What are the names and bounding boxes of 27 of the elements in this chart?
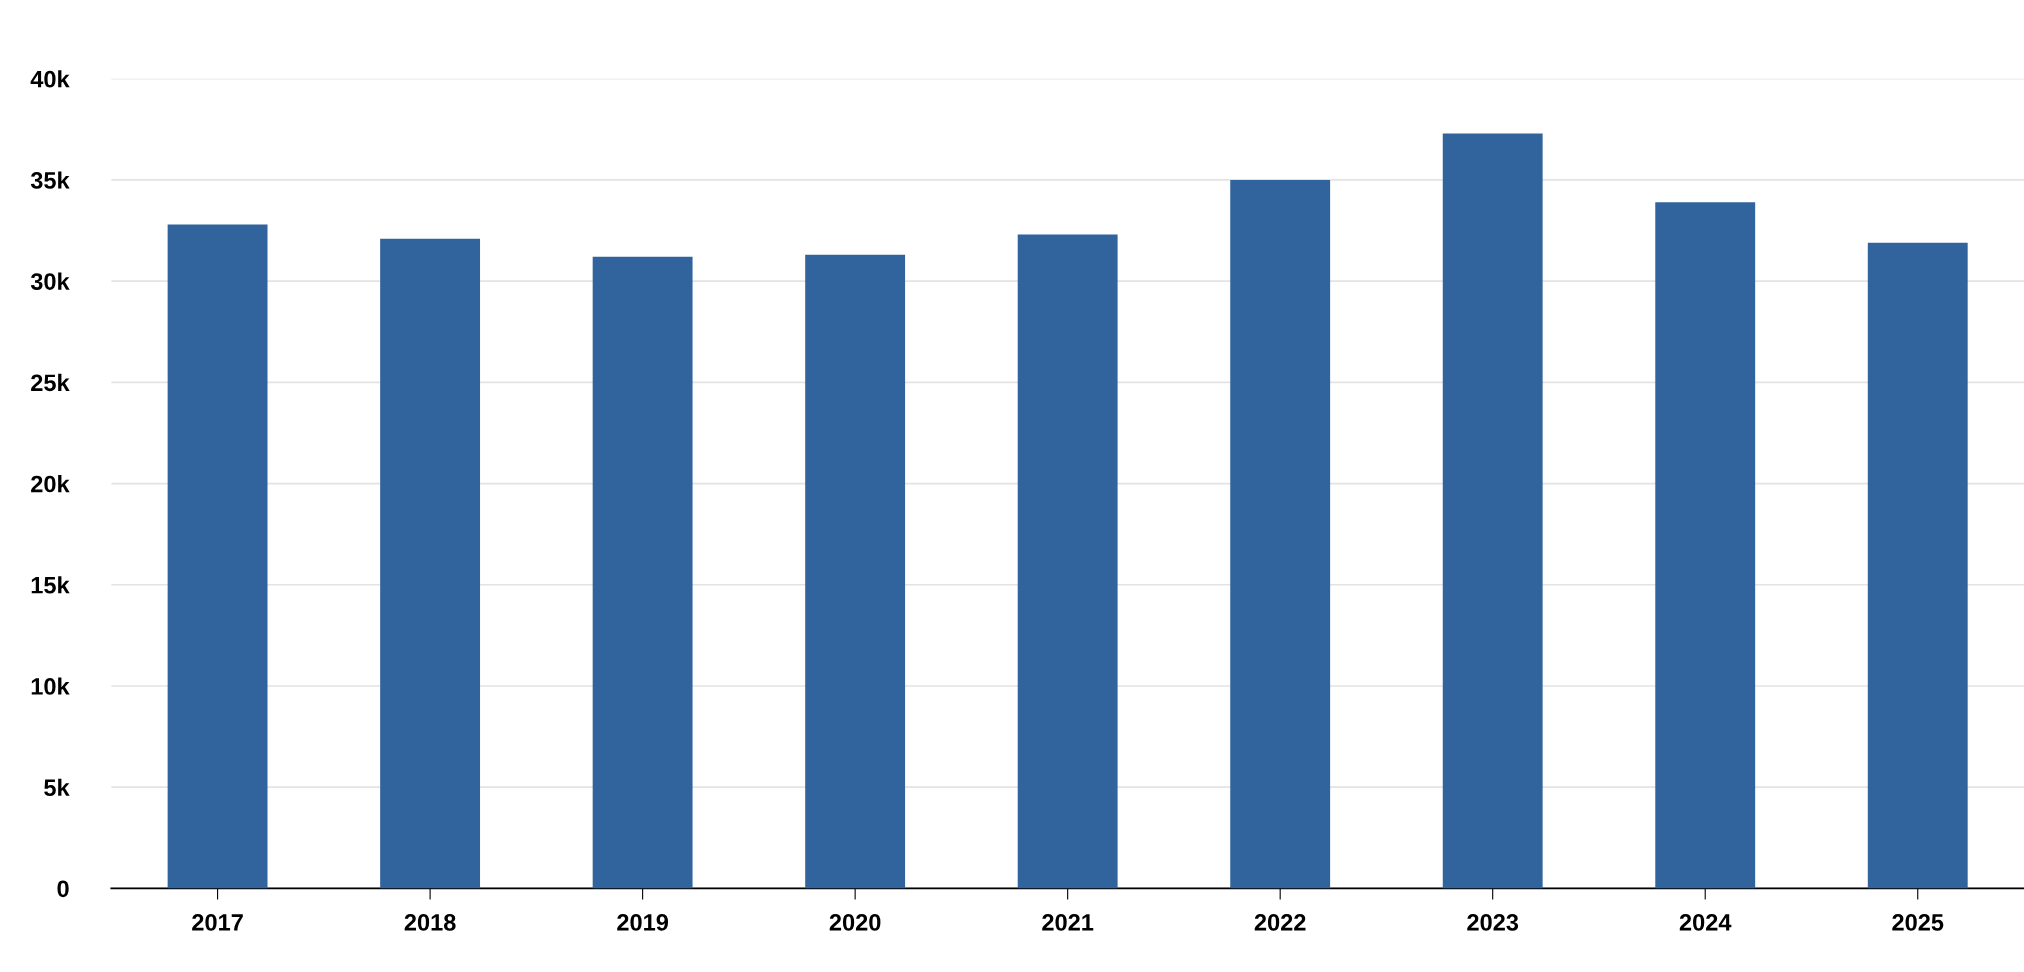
- x-tick-label: 2024: [1679, 914, 1732, 931]
- bar: [592, 256, 693, 889]
- bar: [380, 238, 481, 889]
- y-tick-label: 35k: [30, 171, 70, 189]
- bar: [1655, 202, 1756, 889]
- x-tick-label: 2018: [404, 914, 456, 931]
- y-tick-label: 10k: [31, 677, 70, 695]
- bar: [1017, 234, 1118, 889]
- bar: [805, 254, 906, 889]
- x-tick-label: 2017: [192, 914, 243, 931]
- x-tick-label: 2025: [1892, 914, 1944, 931]
- x-tick-label: 2023: [1467, 914, 1519, 931]
- bar: [1867, 242, 1968, 889]
- y-tick-label: 30k: [30, 272, 70, 290]
- x-tick-label: 2020: [829, 914, 881, 931]
- y-tick-label: 0: [57, 880, 69, 898]
- bar: [1442, 133, 1543, 889]
- x-tick-label: 2022: [1254, 914, 1306, 931]
- bar: [167, 224, 268, 889]
- bar: [1230, 179, 1331, 889]
- y-tick-label: 40k: [30, 70, 70, 88]
- x-tick-label: 2021: [1042, 914, 1094, 931]
- y-tick-label: 15k: [31, 576, 70, 594]
- y-tick-label: 20k: [31, 475, 70, 493]
- y-tick-label: 25k: [31, 373, 70, 392]
- y-tick-label: 5k: [44, 778, 70, 796]
- x-tick-label: 2019: [617, 914, 669, 931]
